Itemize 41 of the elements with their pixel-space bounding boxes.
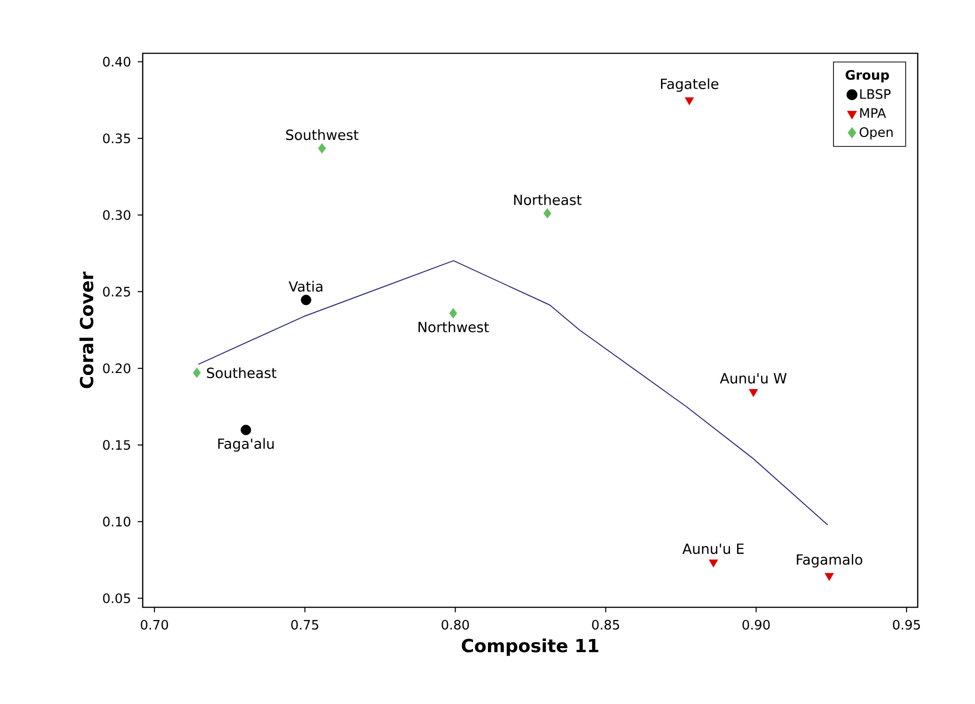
y-tick-label: 0.30 [103, 210, 130, 220]
legend-label: MPA [860, 108, 886, 118]
annotation: Aunu'u W [720, 373, 787, 384]
annotation: Faga'alu [218, 438, 274, 452]
x-tick-label: 0.95 [892, 620, 920, 630]
y-tick-label: 0.05 [103, 593, 130, 604]
annotation: Southeast [206, 367, 276, 378]
legend-label: LBSP [860, 89, 891, 99]
point [748, 389, 758, 397]
point [708, 560, 718, 568]
legend-title: Group [846, 70, 889, 82]
annotation: Fagatele [661, 78, 718, 92]
legend-label: Open [860, 127, 893, 140]
x-axis-title: Composite 11 [462, 638, 598, 656]
point [543, 208, 552, 219]
annotation: Aunu'u E [682, 544, 744, 554]
x-tick-label: 0.85 [592, 620, 620, 630]
x-tick-label: 0.70 [140, 620, 168, 630]
y-tick-label: 0.35 [103, 133, 130, 144]
point [192, 368, 201, 378]
point [300, 294, 312, 306]
annotation: Northwest [418, 321, 489, 332]
point [684, 97, 694, 106]
point [240, 424, 252, 436]
y-tick-label: 0.20 [103, 363, 130, 374]
point [449, 308, 458, 318]
x-tick-label: 0.80 [442, 620, 469, 630]
y-axis-title: Coral Cover [79, 272, 94, 388]
y-tick-label: 0.25 [103, 286, 130, 297]
x-tick-label: 0.90 [742, 620, 770, 630]
annotation: Southwest [286, 129, 358, 140]
point [824, 573, 834, 581]
point [318, 143, 326, 154]
x-tick-label: 0.75 [291, 620, 318, 630]
annotation: Fagamalo [796, 554, 862, 568]
annotation: Vatia [288, 280, 322, 292]
y-tick-label: 0.40 [103, 56, 130, 67]
line-series [198, 260, 828, 526]
y-tick-label: 0.15 [103, 440, 130, 450]
y-tick-label: 0.10 [103, 516, 130, 527]
annotation: Northeast [514, 194, 582, 206]
